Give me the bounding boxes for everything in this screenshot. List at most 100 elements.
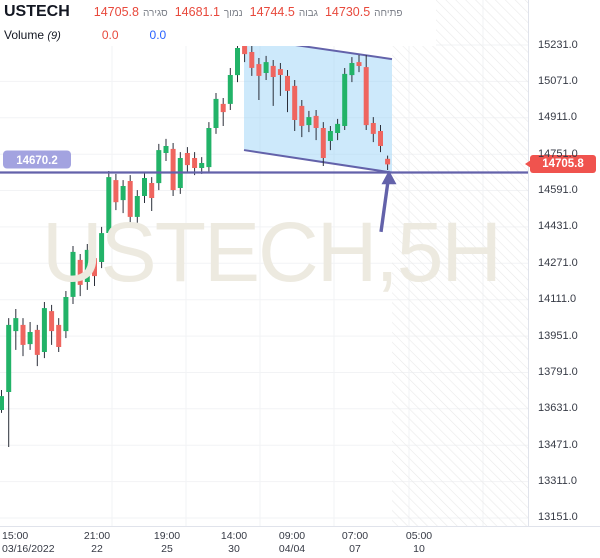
- candle-body: [242, 44, 248, 55]
- open-value: 14730.5: [324, 5, 371, 19]
- time-axis-label: 15:00 03/16/2022: [2, 530, 55, 555]
- candle-body: [256, 64, 262, 76]
- candle-body: [220, 103, 226, 113]
- time-axis-label: 05:00 10: [405, 530, 433, 555]
- candle-body: [56, 324, 62, 347]
- close-label: סגירה: [142, 8, 168, 19]
- time-axis-label: 14:00 30: [220, 530, 248, 555]
- price-axis-label: 14111.0: [538, 293, 577, 305]
- time-axis-label: 21:00 22: [83, 530, 111, 555]
- candle-body: [292, 85, 298, 120]
- open-label: פתיחה: [374, 8, 403, 19]
- price-axis-label: 13791.0: [538, 366, 578, 378]
- candle-body: [27, 332, 33, 345]
- symbol-title[interactable]: USTECH: [4, 3, 70, 20]
- chart-plot-area[interactable]: 14670.2 USTECH,5H USTECH 14705.8 סגירה 1…: [0, 0, 528, 526]
- candle-body: [199, 163, 205, 168]
- candle-body: [277, 69, 283, 75]
- candle-body: [92, 258, 97, 277]
- price-axis-label: 13631.0: [538, 402, 578, 414]
- low-label: נמוך: [223, 8, 243, 19]
- candle-body: [249, 52, 255, 68]
- price-axis-label: 13151.0: [538, 511, 578, 523]
- price-axis-label: 14431.0: [538, 220, 578, 232]
- candle-body: [285, 75, 290, 91]
- candle-body: [156, 150, 162, 184]
- arrow-shaft[interactable]: [379, 180, 390, 233]
- volume-indicator-label[interactable]: Volume (9): [4, 28, 61, 42]
- price-axis-label: 14271.0: [538, 257, 578, 269]
- price-pane[interactable]: 14670.2: [0, 0, 528, 526]
- price-axis-label: 13951.0: [538, 330, 578, 342]
- candle-body: [342, 73, 348, 126]
- high-value: 14744.5: [249, 5, 295, 19]
- candle-body: [163, 146, 169, 153]
- candle-body: [313, 115, 319, 128]
- candle-body: [235, 48, 240, 76]
- candle-body: [113, 180, 119, 203]
- price-line-tag: 14670.2: [3, 150, 71, 169]
- ohlc-row: USTECH 14705.8 סגירה 14681.1 נמוך 14744.…: [4, 3, 436, 21]
- candle-body: [349, 63, 355, 76]
- candle-body: [142, 178, 147, 196]
- candle-body: [227, 75, 233, 104]
- time-axis-label: 07:00 07: [341, 530, 369, 555]
- high-label: גבוה: [298, 8, 318, 19]
- candle-body: [263, 62, 269, 73]
- candle-body: [299, 105, 305, 126]
- price-axis-label: 13471.0: [538, 439, 578, 451]
- candle-body: [184, 153, 190, 166]
- candle-body: [127, 181, 133, 217]
- time-axis[interactable]: 15:00 03/16/2022 21:00 22 19:00 25 14:00 30 09:0…: [0, 526, 600, 558]
- candle-body: [320, 128, 326, 158]
- watermark: USTECH,5H: [42, 205, 502, 299]
- legend: USTECH 14705.8 סגירה 14681.1 נמוך 14744.…: [0, 0, 436, 46]
- candle-body: [370, 123, 376, 134]
- candle-body: [20, 324, 26, 345]
- candle-body: [363, 67, 369, 126]
- candle-body: [70, 251, 76, 297]
- price-axis[interactable]: 14705.8 15231.0 15071.0 14911.0 14751.0 1459…: [525, 0, 600, 526]
- channel-bottom-line[interactable]: [243, 149, 393, 174]
- candle-body: [270, 65, 276, 77]
- future-area: [392, 0, 528, 526]
- candle-body: [356, 62, 362, 66]
- candle-body: [206, 128, 212, 168]
- candle-body: [6, 324, 12, 392]
- candle-body: [84, 249, 90, 282]
- candle-body: [63, 297, 69, 332]
- candle-body: [106, 177, 112, 233]
- candles: [0, 35, 391, 447]
- arrow-head[interactable]: [381, 170, 397, 185]
- candle-body: [335, 123, 341, 133]
- candle-body: [34, 329, 40, 355]
- volume-value-blue: 0.0: [149, 28, 167, 42]
- price-axis-label: 14591.0: [538, 184, 578, 196]
- volume-value-red: 0.0: [101, 28, 119, 42]
- candle-body: [120, 186, 126, 201]
- close-value: 14705.8: [93, 5, 139, 19]
- candle-body: [327, 131, 333, 141]
- time-axis-label: 19:00 25: [153, 530, 181, 555]
- price-axis-label: 13311.0: [538, 475, 577, 487]
- price-axis-label: 15231.0: [538, 39, 578, 51]
- price-axis-label: 14911.0: [538, 111, 577, 123]
- price-axis-label: 15071.0: [538, 75, 578, 87]
- price-axis-label: 14751.0: [538, 148, 578, 160]
- svg-text:14670.2: 14670.2: [16, 155, 58, 167]
- volume-row: Volume (9) 0.0 0.0: [4, 28, 436, 42]
- candle-body: [213, 98, 219, 128]
- time-axis-label: 09:00 04/04: [278, 530, 306, 555]
- candle-body: [41, 308, 47, 352]
- candle-body: [306, 117, 312, 126]
- candle-body: [149, 183, 155, 198]
- candle-body: [99, 233, 105, 262]
- last-price-tag: 14705.8: [525, 155, 596, 173]
- candle-body: [77, 259, 83, 285]
- low-value: 14681.1: [174, 5, 220, 19]
- candle-body: [378, 131, 383, 146]
- candle-body: [134, 196, 140, 217]
- candle-body: [192, 158, 198, 168]
- candle-body: [13, 318, 19, 332]
- candle-body: [170, 148, 176, 191]
